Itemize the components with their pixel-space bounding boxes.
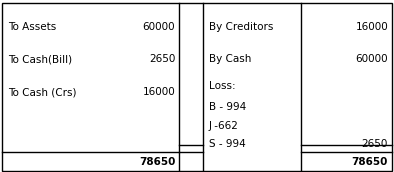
Text: Loss:: Loss: [209,81,236,91]
Text: 78650: 78650 [352,157,388,167]
Text: To Assets: To Assets [8,22,56,32]
Text: S - 994: S - 994 [209,139,245,149]
Text: To Cash (Crs): To Cash (Crs) [8,87,76,97]
Text: 16000: 16000 [143,87,175,97]
Text: To Cash(Bill): To Cash(Bill) [8,54,72,64]
Text: By Creditors: By Creditors [209,22,273,32]
Text: J -662: J -662 [209,121,239,131]
Text: 2650: 2650 [149,54,175,64]
Text: 60000: 60000 [143,22,175,32]
Text: 78650: 78650 [139,157,175,167]
Text: 16000: 16000 [355,22,388,32]
Text: 2650: 2650 [362,139,388,149]
Text: 60000: 60000 [355,54,388,64]
Text: By Cash: By Cash [209,54,251,64]
Text: B - 994: B - 994 [209,102,246,112]
